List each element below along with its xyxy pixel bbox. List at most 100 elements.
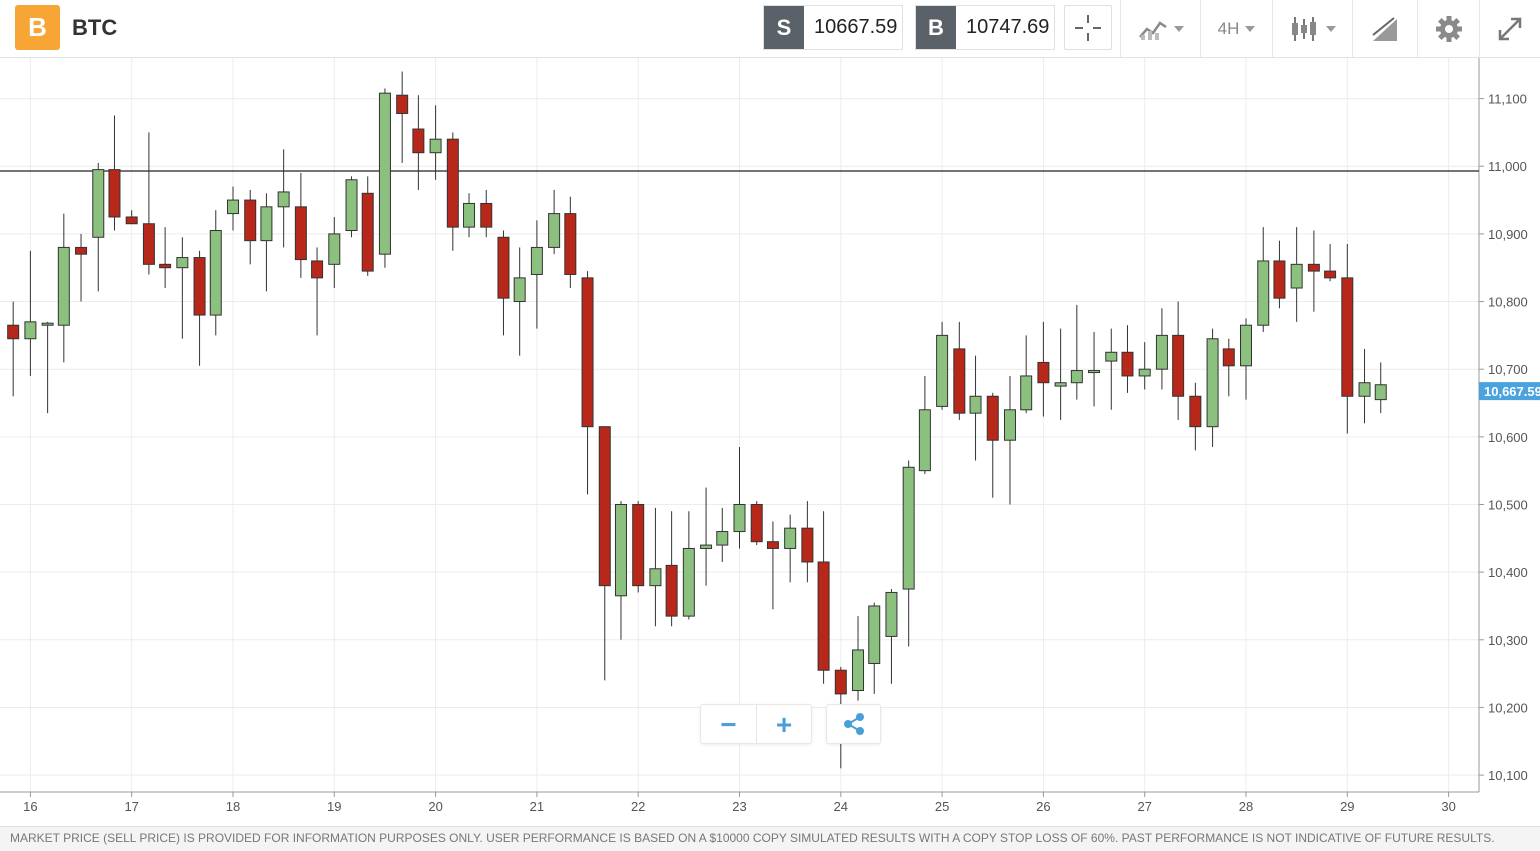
settings-icon [1435, 15, 1462, 42]
candle-up [716, 531, 729, 546]
x-tick-label: 17 [124, 799, 138, 814]
candlestick-chart[interactable]: 10,100 10,200 10,300 10,400 10,500 10,600 10,7… [0, 58, 1540, 826]
candle-up [378, 92, 391, 255]
candle-down [986, 395, 999, 441]
candle-up [969, 395, 982, 414]
candle-up [513, 277, 526, 303]
candle-up [176, 257, 189, 269]
candle-down [766, 541, 779, 549]
fullscreen-button[interactable] [1479, 0, 1540, 57]
crosshair-button[interactable] [1064, 5, 1112, 50]
candle-down [632, 503, 645, 587]
candle-down [953, 348, 966, 414]
share-button[interactable] [826, 704, 881, 744]
x-tick-label: 18 [226, 799, 240, 814]
x-tick-label: 16 [23, 799, 37, 814]
current-price-label: 10,667.59 [1484, 384, 1540, 399]
y-tick-label: 10,900 [1488, 227, 1528, 242]
y-tick-label: 10,200 [1488, 700, 1528, 715]
candle-up [277, 191, 290, 208]
candle-up [868, 605, 881, 664]
settings-button[interactable] [1417, 0, 1479, 57]
candle-up [1358, 382, 1371, 397]
candle-up [852, 649, 865, 692]
timeframe-label: 4H [1217, 18, 1240, 38]
asset-name: BTC [72, 15, 118, 40]
candle-up [463, 202, 476, 228]
candle-down [581, 277, 594, 428]
candle-down [480, 202, 493, 228]
candle-up [649, 568, 662, 587]
candle-down [125, 216, 138, 225]
candle-up [530, 246, 543, 275]
candle-up [328, 233, 341, 265]
candle-up [682, 547, 695, 617]
crosshair-icon [1075, 14, 1101, 41]
candle-down [497, 236, 510, 299]
candle-down [1189, 395, 1202, 428]
chevron-down-icon [1325, 25, 1336, 32]
disclaimer-text: MARKET PRICE (SELL PRICE) IS PROVIDED FO… [0, 826, 1540, 851]
y-tick-label: 10,500 [1488, 497, 1528, 512]
candle-down [817, 561, 830, 671]
candle-up [902, 466, 915, 590]
candle-up [1088, 370, 1101, 374]
candle-down [665, 564, 678, 617]
buy-button[interactable]: B 10747.69 [915, 5, 1055, 50]
candle-up [936, 334, 949, 407]
candle-up [548, 213, 561, 248]
sell-button[interactable]: S 10667.59 [763, 5, 903, 50]
indicators-button[interactable] [1272, 0, 1352, 57]
buy-label: B [916, 6, 956, 49]
candle-up [1054, 382, 1067, 387]
chart-type-icon [1138, 20, 1167, 40]
x-tick-label: 19 [327, 799, 341, 814]
candle-down [598, 426, 611, 587]
x-tick-label: 25 [935, 799, 949, 814]
candle-up [1138, 368, 1151, 377]
candle-down [1341, 277, 1354, 397]
zoom-out-button[interactable]: − [720, 709, 737, 740]
x-tick-label: 23 [732, 799, 746, 814]
candle-up [226, 199, 239, 215]
x-tick-label: 27 [1137, 799, 1151, 814]
sell-price: 10667.59 [814, 16, 898, 38]
timeframe-selector[interactable]: 4H [1200, 0, 1272, 57]
candle-down [1307, 263, 1320, 272]
candle-up [1257, 260, 1270, 326]
x-tick-label: 20 [428, 799, 442, 814]
candle-up [784, 527, 797, 549]
candle-up [24, 321, 37, 340]
x-tick-label: 22 [631, 799, 645, 814]
candle-down [446, 138, 459, 228]
candle-up [1240, 324, 1253, 367]
zoom-in-button[interactable]: + [756, 705, 811, 745]
candle-up [1155, 334, 1168, 370]
candle-down [244, 199, 257, 242]
fullscreen-icon [1498, 17, 1522, 40]
candle-up [700, 544, 713, 549]
candle-up [1020, 375, 1033, 411]
y-tick-label: 10,700 [1488, 362, 1528, 377]
candle-down [1172, 334, 1185, 397]
x-tick-label: 29 [1340, 799, 1354, 814]
y-tick-label: 10,100 [1488, 768, 1528, 783]
candle-down [108, 169, 121, 218]
candle-down [142, 223, 155, 265]
drawing-tools-button[interactable] [1352, 0, 1417, 57]
y-tick-label: 10,600 [1488, 430, 1528, 445]
price-chart[interactable]: 10,100 10,200 10,300 10,400 10,500 10,600 10,7… [0, 58, 1540, 826]
candle-down [159, 263, 172, 269]
x-tick-label: 30 [1441, 799, 1455, 814]
x-tick-label: 28 [1239, 799, 1253, 814]
candle-up [429, 138, 442, 154]
candle-up [57, 246, 70, 326]
candle-down [1273, 260, 1286, 299]
chart-type-button[interactable] [1120, 0, 1200, 57]
candle-down [412, 128, 425, 154]
candle-down [834, 669, 847, 695]
candle-down [801, 527, 814, 563]
chart-controls: − + [700, 704, 881, 745]
zoom-controls: − + [700, 704, 812, 745]
candle-down [1324, 270, 1337, 279]
